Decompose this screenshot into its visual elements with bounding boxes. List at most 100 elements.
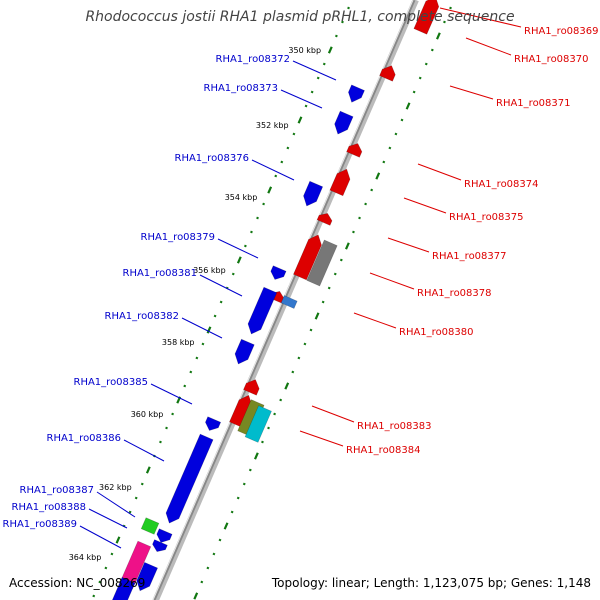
- gc-dot: [334, 34, 338, 38]
- gene-label-right[interactable]: RHA1_ro08375: [449, 212, 524, 223]
- label-connector-line: [387, 237, 430, 253]
- gc-dot: [382, 160, 386, 164]
- gc-dot: [262, 202, 266, 206]
- gc-dot: [358, 216, 361, 220]
- gene-feature[interactable]: [346, 143, 363, 158]
- gene-label-left[interactable]: RHA1_ro08381: [123, 268, 198, 279]
- gene-feature[interactable]: [136, 562, 158, 592]
- gene-label-left[interactable]: RHA1_ro08373: [204, 83, 279, 94]
- gc-dot: [303, 342, 307, 346]
- gc-dot: [443, 20, 446, 24]
- gene-feature[interactable]: [234, 338, 255, 365]
- gc-dot: [261, 440, 264, 444]
- gc-dot: [309, 328, 313, 332]
- gene-feature[interactable]: [244, 405, 272, 443]
- gc-dot: [327, 46, 333, 54]
- gene-feature[interactable]: [303, 180, 324, 207]
- gene-feature[interactable]: [293, 234, 322, 281]
- gc-dot: [292, 132, 296, 136]
- gene-feature[interactable]: [152, 539, 168, 552]
- gene-label-right[interactable]: RHA1_ro08369: [524, 26, 599, 37]
- gene-feature[interactable]: [270, 265, 287, 280]
- gc-dot: [412, 90, 416, 94]
- gc-dot: [449, 6, 452, 10]
- gc-dot: [250, 230, 253, 234]
- gc-dot: [322, 62, 326, 66]
- label-connector-line: [292, 60, 337, 81]
- label-connector-line: [439, 7, 522, 28]
- kbp-tick-label: 352 kbp: [256, 121, 289, 130]
- label-connector-line: [181, 317, 223, 339]
- gene-label-left[interactable]: RHA1_ro08385: [74, 377, 149, 388]
- gene-feature[interactable]: [205, 416, 222, 431]
- gene-label-right[interactable]: RHA1_ro08370: [514, 54, 589, 65]
- gc-dot: [145, 466, 151, 474]
- gene-feature[interactable]: [329, 168, 351, 197]
- label-connector-line: [369, 272, 415, 290]
- gc-dot: [189, 370, 193, 374]
- label-connector-line: [150, 383, 193, 405]
- gene-feature[interactable]: [348, 84, 365, 103]
- label-connector-line: [96, 491, 136, 518]
- gc-dot: [230, 510, 234, 514]
- gc-dot: [218, 538, 222, 542]
- gc-dot: [165, 426, 168, 430]
- gene-feature[interactable]: [306, 239, 338, 287]
- gene-label-left[interactable]: RHA1_ro08382: [105, 311, 180, 322]
- gene-feature[interactable]: [243, 379, 260, 396]
- label-connector-line: [311, 405, 355, 423]
- gene-feature[interactable]: [140, 517, 160, 535]
- gc-dot: [405, 102, 411, 110]
- gene-label-left[interactable]: RHA1_ro08379: [141, 232, 216, 243]
- gene-label-left[interactable]: RHA1_ro08388: [12, 502, 87, 513]
- gene-feature[interactable]: [110, 577, 136, 600]
- gc-dot: [333, 272, 337, 276]
- gc-dot: [243, 244, 247, 248]
- gene-feature[interactable]: [280, 295, 298, 309]
- gc-dot: [344, 242, 350, 250]
- gene-feature[interactable]: [379, 65, 396, 82]
- gc-dot: [267, 186, 273, 194]
- gc-dot: [223, 522, 229, 530]
- gene-feature[interactable]: [119, 540, 152, 590]
- gc-dot: [327, 286, 331, 290]
- gene-label-right[interactable]: RHA1_ro08383: [357, 421, 432, 432]
- label-connector-line: [280, 89, 323, 109]
- gc-dot: [110, 552, 114, 556]
- gc-dot: [134, 496, 138, 500]
- gc-dot: [253, 452, 259, 460]
- gene-label-left[interactable]: RHA1_ro08386: [47, 433, 122, 444]
- gc-dot: [256, 216, 259, 220]
- kbp-tick-label: 362 kbp: [99, 483, 132, 492]
- gene-feature[interactable]: [334, 110, 354, 135]
- gc-dot: [424, 62, 428, 66]
- kbp-tick-label: 356 kbp: [193, 266, 226, 275]
- gene-label-right[interactable]: RHA1_ro08380: [399, 327, 474, 338]
- gene-label-right[interactable]: RHA1_ro08374: [464, 179, 539, 190]
- gene-feature[interactable]: [165, 433, 214, 524]
- gc-dot: [98, 580, 102, 584]
- gc-dot: [236, 256, 242, 264]
- gc-dot: [280, 160, 284, 164]
- gene-feature[interactable]: [247, 286, 278, 335]
- gene-label-right[interactable]: RHA1_ro08384: [346, 445, 421, 456]
- gc-dot: [236, 496, 240, 500]
- gene-feature[interactable]: [413, 0, 440, 35]
- gene-label-right[interactable]: RHA1_ro08377: [432, 251, 507, 262]
- gc-dot: [274, 174, 278, 178]
- gene-label-left[interactable]: RHA1_ro08387: [20, 485, 95, 496]
- gene-feature[interactable]: [156, 528, 173, 543]
- gene-label-right[interactable]: RHA1_ro08378: [417, 288, 492, 299]
- gene-feature[interactable]: [316, 213, 333, 226]
- gc-dot: [430, 48, 434, 52]
- kbp-tick-label: 360 kbp: [131, 410, 164, 419]
- gene-features: [110, 0, 440, 600]
- gene-label-left[interactable]: RHA1_ro08389: [3, 519, 78, 530]
- label-connector-line: [449, 85, 494, 100]
- kbp-tick-label: 354 kbp: [225, 193, 258, 202]
- gene-label-left[interactable]: RHA1_ro08372: [216, 54, 291, 65]
- gc-dot: [183, 384, 187, 388]
- gene-label-left[interactable]: RHA1_ro08376: [175, 153, 250, 164]
- gene-label-right[interactable]: RHA1_ro08371: [496, 98, 571, 109]
